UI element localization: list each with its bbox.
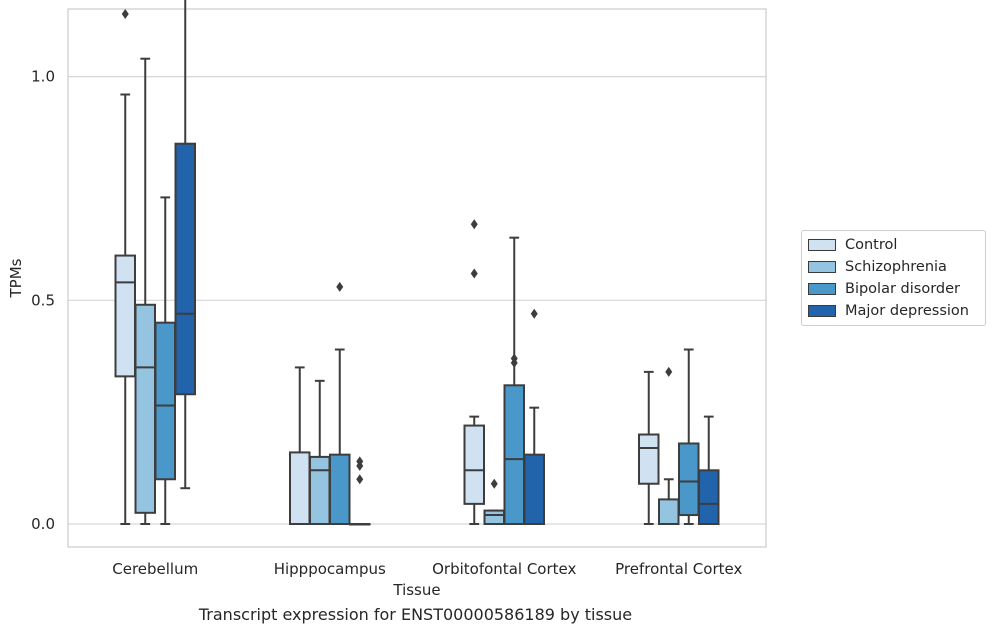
box [483,478,505,526]
legend-label-major-depression: Major depression [845,303,969,319]
y-tick-label: 0.5 [31,291,55,309]
x-tick-label: Hipppocampus [274,560,386,578]
plot-frame [67,8,767,548]
outlier-point [665,366,673,377]
y-tick-labels: 0.00.51.01.52.0 [31,68,55,533]
series-schizophrenia [134,57,680,526]
figure-caption: Transcript expression for ENST0000058618… [198,605,633,624]
legend-swatch-major-depression [808,305,836,317]
series-control [114,8,660,525]
outlier-point [336,281,344,292]
box [309,379,331,526]
y-axis-label: TPMs [7,258,25,298]
legend-label-schizophrenia: Schizophrenia [845,259,947,275]
box [463,219,485,525]
outlier-point [121,8,129,19]
box-body [329,453,351,526]
box [523,308,545,526]
series-major-depression [174,0,720,526]
box-body [289,451,311,525]
box-body [678,442,700,517]
x-axis-label: Tissue [392,581,440,599]
box [134,57,156,525]
box [503,236,525,525]
outlier-point [490,478,498,489]
box-series [114,0,720,526]
legend-swatch-bipolar-disorder [808,283,836,295]
box-body [638,433,660,485]
box [289,366,311,525]
box-body [463,424,485,505]
box-body [114,254,136,378]
legend-label-bipolar-disorder: Bipolar disorder [845,281,960,297]
legend-item-bipolar-disorder: Bipolar disorder [808,279,960,299]
box-body [698,469,720,526]
box-body [309,455,331,526]
box-body [154,321,176,481]
legend-item-major-depression: Major depression [808,301,969,321]
series-bipolar-disorder [154,196,700,526]
outlier-point [356,456,364,467]
outlier-point [356,474,364,485]
box [329,281,351,526]
box [678,348,700,525]
legend-item-schizophrenia: Schizophrenia [808,257,947,277]
outlier-point [470,268,478,279]
x-tick-labels: Cerebellum Hipppocampus Orbitofontal Corte… [112,560,742,578]
legend-item-control: Control [808,235,897,255]
x-tick-label: Cerebellum [112,560,198,578]
legend-label-control: Control [845,237,898,253]
box-body [134,303,156,514]
outlier-point [510,353,518,364]
legend-swatch-control [808,239,836,251]
box [658,366,680,526]
box [349,456,371,526]
box-body [503,384,525,525]
x-tick-label: Prefrontal Cortex [615,560,742,578]
legend: Control Schizophrenia Bipolar disorder M… [801,230,986,326]
box [638,370,660,525]
outlier-point [530,308,538,319]
box-body [658,498,680,526]
y-tick-label: 0.0 [31,515,55,533]
y-tick-label: 1.0 [31,68,55,86]
x-tick-label: Orbitofontal Cortex [432,560,576,578]
box [154,196,176,525]
outlier-point [470,219,478,230]
box [114,8,136,525]
box-body [483,509,505,526]
box-body [174,142,196,396]
box [698,415,720,526]
legend-swatch-schizophrenia [808,261,836,273]
box-body [523,453,545,526]
box [174,0,196,490]
